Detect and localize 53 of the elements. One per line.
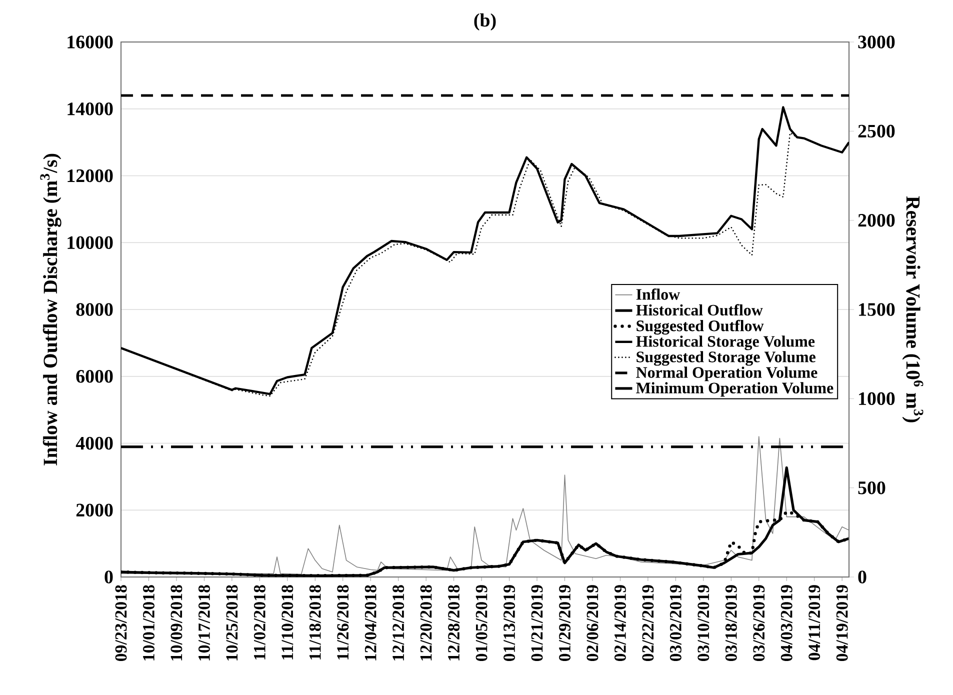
legend-label: Suggested Outflow — [636, 320, 764, 335]
x-tick-label: 12/12/2018 — [392, 585, 404, 660]
legend-label: Normal Operation Volume — [636, 366, 818, 382]
y2-tick-label: 2500 — [858, 124, 895, 138]
y-tick-label: 14000 — [68, 102, 113, 116]
y-tick-label: 12000 — [68, 169, 113, 182]
x-tick-label: 04/03/2019 — [780, 585, 792, 662]
x-tick-label: 11/02/2018 — [254, 585, 266, 660]
x-tick-label: 11/18/2018 — [309, 585, 321, 660]
legend-label: Historical Outflow — [636, 304, 763, 316]
y-tick-label: 0 — [104, 570, 113, 584]
legend-label: Suggested Storage Volume — [636, 351, 816, 366]
x-tick-label: 11/10/2018 — [282, 585, 294, 660]
y2-axis-title: Reservoir Volume (10$^{6}$ m$^{3}$) — [902, 196, 924, 422]
x-tick-label: 03/10/2019 — [698, 585, 710, 662]
x-tick-label: 02/14/2019 — [614, 585, 626, 662]
legend-label: Inflow — [636, 288, 680, 300]
x-tick-label: 03/02/2019 — [670, 585, 682, 662]
y2-tick-label: 2000 — [858, 214, 895, 227]
x-tick-label: 10/01/2018 — [143, 585, 154, 660]
x-tick-label: 12/20/2018 — [420, 585, 432, 660]
y-tick-label: 6000 — [76, 370, 113, 383]
x-tick-label: 12/04/2018 — [364, 585, 376, 660]
x-tick-label: 12/28/2018 — [448, 585, 460, 660]
y2-tick-label: 1000 — [859, 392, 895, 406]
y-tick-label: 10000 — [68, 236, 113, 250]
x-tick-label: 01/13/2019 — [504, 585, 515, 662]
x-tick-label: 10/17/2018 — [198, 585, 210, 660]
legend-label: Historical Storage Volume — [636, 336, 815, 350]
x-tick-label: 02/22/2019 — [642, 585, 654, 662]
x-tick-label: 09/23/2018 — [115, 585, 127, 662]
y2-tick-label: 500 — [858, 481, 886, 494]
y2-tick-label: 3000 — [858, 36, 895, 48]
y-axis-title: Inflow and Outflow Discharge (m$^{3}$/s) — [40, 154, 62, 466]
x-tick-label: 01/21/2019 — [531, 585, 543, 662]
x-tick-label: 03/26/2019 — [753, 585, 765, 662]
x-tick-label: 11/26/2018 — [337, 585, 349, 660]
x-tick-label: 02/06/2019 — [586, 585, 598, 662]
x-tick-label: 10/25/2018 — [226, 585, 238, 660]
y2-tick-label: 0 — [858, 570, 866, 584]
x-tick-label: 04/11/2019 — [808, 585, 820, 660]
y-tick-label: 8000 — [76, 303, 113, 316]
y-tick-label: 2000 — [76, 504, 113, 517]
y-tick-label: 16000 — [68, 36, 113, 48]
x-tick-label: 01/29/2019 — [559, 585, 570, 662]
x-tick-label: 03/18/2019 — [725, 585, 737, 662]
y2-tick-label: 1500 — [859, 303, 895, 316]
x-tick-label: 01/05/2019 — [476, 585, 488, 662]
chart-title: (b) — [474, 13, 496, 30]
legend-label: Minimum Operation Volume — [636, 382, 834, 397]
y-tick-label: 4000 — [76, 436, 113, 450]
x-tick-label: 04/19/2019 — [836, 585, 848, 662]
x-tick-label: 10/09/2018 — [170, 585, 182, 660]
